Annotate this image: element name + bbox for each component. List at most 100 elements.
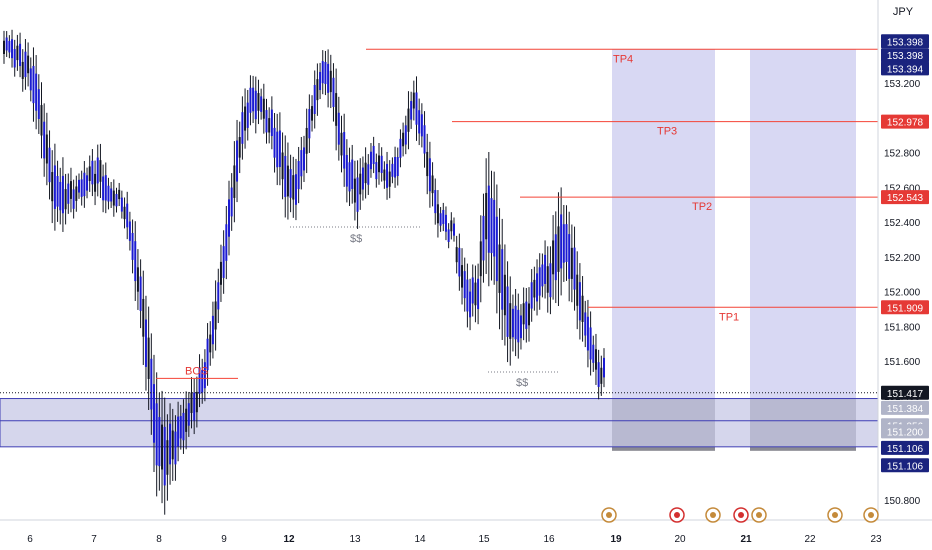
candle-body <box>444 214 447 232</box>
candle-body <box>557 226 560 272</box>
x-tick-label: 7 <box>91 534 97 545</box>
candle-body <box>48 147 51 183</box>
candle-body <box>136 267 139 292</box>
candle-body <box>228 199 230 237</box>
event-flag-icon-dot <box>710 512 716 518</box>
candle-body <box>399 138 402 158</box>
candle-body <box>134 241 137 282</box>
candle-body <box>466 279 469 312</box>
candle-body <box>244 106 247 131</box>
candle-body <box>565 224 568 262</box>
candle-body <box>169 423 172 465</box>
candle-body <box>327 63 330 93</box>
candle-body <box>511 308 514 338</box>
candle-body <box>509 303 512 339</box>
candle-body <box>284 155 287 197</box>
candle-body <box>289 169 292 198</box>
candle-body <box>506 286 509 337</box>
candle-body <box>217 282 220 310</box>
candle-body <box>436 204 439 224</box>
x-tick-label: 15 <box>478 534 490 545</box>
candle-body <box>8 40 11 53</box>
price-tag: 151.200 <box>881 424 929 439</box>
candle-body <box>110 188 113 202</box>
candle-body <box>214 301 217 330</box>
price-tag-box <box>881 400 929 415</box>
candle-body <box>91 160 94 185</box>
candle-body <box>260 96 263 112</box>
candle-body <box>519 315 522 339</box>
candle-body <box>372 145 375 165</box>
level-label-tp4: TP4 <box>613 53 633 65</box>
candle-body <box>477 278 480 310</box>
candle-body <box>391 163 394 177</box>
candle-body <box>61 175 64 214</box>
candle-body <box>273 127 276 158</box>
price-tag-value: 152.978 <box>887 118 924 129</box>
x-tick-label: 13 <box>349 534 361 545</box>
candle-body <box>67 183 70 204</box>
candle-body <box>281 152 284 180</box>
candle-body <box>5 37 8 51</box>
candle-body <box>45 134 48 164</box>
candle-body <box>16 45 19 61</box>
candle-body <box>120 197 123 212</box>
candle-body <box>490 198 493 254</box>
candle-body <box>316 79 319 101</box>
price-tag-value: 151.417 <box>887 389 924 400</box>
candle-body <box>53 165 56 209</box>
candle-body <box>503 274 506 316</box>
y-tick-label: 151.800 <box>884 322 921 333</box>
candle-body <box>324 61 327 85</box>
price-tags: 153.398 153.398 153.394 152.978 152.543 151.9… <box>881 34 929 473</box>
candle-body <box>554 234 557 281</box>
time-axis[interactable]: 6 7 8 9 12 13 14 15 16 19 20 21 22 23 <box>0 519 932 545</box>
candle-body <box>474 282 477 306</box>
candle-body <box>597 362 600 387</box>
level-label-tp1: TP1 <box>719 311 739 323</box>
demand-zone <box>0 398 879 448</box>
candle-body <box>268 118 271 133</box>
candle-body <box>420 114 423 137</box>
y-tick-label: 153.200 <box>884 79 921 90</box>
target-levels: TP4 TP3 TP2 TP1 <box>0 48 878 394</box>
candle-body <box>163 426 166 486</box>
x-tick-label: 16 <box>543 534 555 545</box>
economic-events[interactable] <box>601 507 879 523</box>
price-tag-value: 151.106 <box>887 444 924 455</box>
event-flag-icon-dot <box>868 512 874 518</box>
candle-body <box>487 185 490 253</box>
candle-body <box>265 110 268 133</box>
currency-label: JPY <box>893 6 914 18</box>
candle-body <box>21 61 24 79</box>
candle-body <box>423 125 426 154</box>
candle-body <box>450 220 453 232</box>
tp-zones <box>0 49 879 451</box>
candle-body <box>517 309 520 343</box>
price-tag-value: 151.384 <box>887 404 924 415</box>
candle-body <box>43 121 46 159</box>
candle-body <box>179 416 182 439</box>
price-tag-value: 153.398 <box>887 51 924 62</box>
candle-body <box>311 106 314 121</box>
price-tag-value: 153.398 <box>887 37 924 48</box>
candle-body <box>337 112 340 145</box>
y-tick-label: 152.000 <box>884 288 921 299</box>
price-tag: 152.978 <box>881 114 929 129</box>
candle-body <box>219 261 222 285</box>
candle-body <box>203 362 206 389</box>
price-tag-box <box>881 385 929 400</box>
candle-body <box>586 316 589 351</box>
candle-body <box>538 267 541 296</box>
candle-body <box>40 105 43 136</box>
y-tick-label: 150.800 <box>884 496 921 507</box>
x-tick-label: 9 <box>221 534 227 545</box>
candle-body <box>72 189 75 209</box>
candle-body <box>123 206 126 220</box>
candle-body <box>404 125 407 145</box>
price-tag-box <box>881 114 929 129</box>
candle-body <box>386 163 389 188</box>
candle-body <box>236 140 239 182</box>
candle-body <box>139 276 142 311</box>
